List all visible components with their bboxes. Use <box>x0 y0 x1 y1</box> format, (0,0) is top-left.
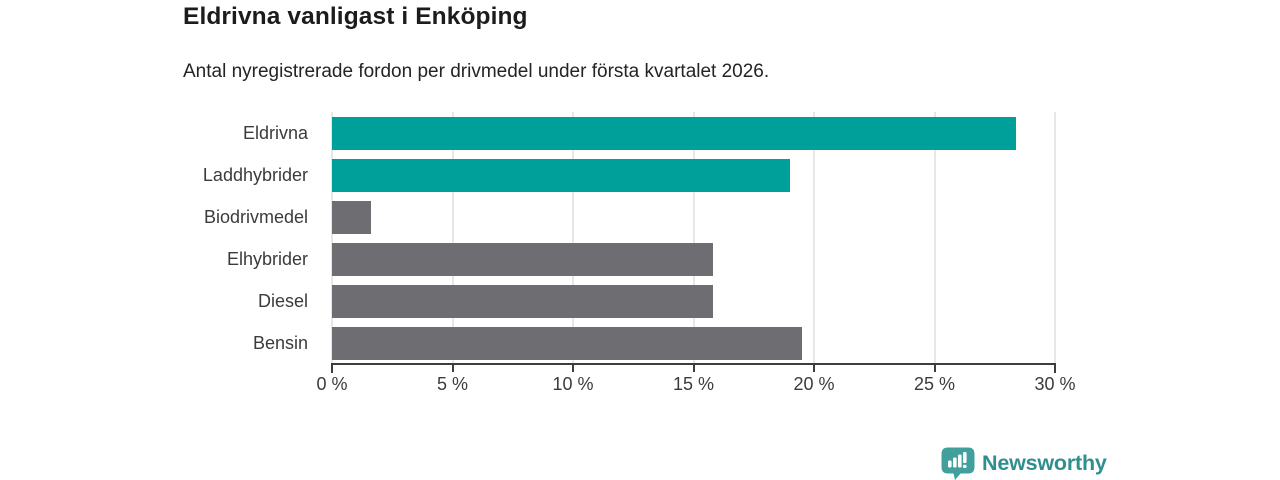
x-tick-label-25: 25 % <box>913 374 956 394</box>
x-axis-tick-10 <box>572 364 574 372</box>
x-tick-label-30: 30 % <box>1034 374 1076 394</box>
x-axis-tick-0 <box>331 363 333 373</box>
x-axis-tick-15 <box>692 364 695 372</box>
gridline-0 <box>331 112 333 364</box>
category-label-elhybrider: Elhybrider <box>226 249 308 269</box>
newsworthy-logo-icon <box>941 447 975 480</box>
x-axis-tick-25 <box>933 364 936 372</box>
category-axis: Eldrivna Laddhybrider Biodrivmedel Elhybrid… <box>0 112 320 364</box>
gridline-5 <box>451 112 454 364</box>
gridline-10 <box>572 112 574 364</box>
bar-biodrivmedel <box>332 200 371 234</box>
gridline-20 <box>813 112 815 364</box>
gridline-25 <box>933 112 936 364</box>
chart-subtitle: Antal nyregistrerade fordon per drivmede… <box>183 61 770 82</box>
x-tick-label-10: 10 % <box>552 374 594 394</box>
x-axis-tick-30 <box>1054 363 1056 373</box>
bar-laddhybrider <box>332 158 790 192</box>
x-tick-label-20: 20 % <box>793 374 835 394</box>
plot-area <box>331 112 1056 364</box>
bar-eldrivna <box>332 116 1017 150</box>
category-label-biodrivmedel: Biodrivmedel <box>203 207 308 227</box>
chart-title: Eldrivna vanligast i Enköping <box>183 3 528 30</box>
newsworthy-logo-text: Newsworthy <box>982 451 1107 475</box>
category-label-eldrivna: Eldrivna <box>242 123 308 143</box>
gridline-15 <box>692 112 695 364</box>
x-tick-label-15: 15 % <box>672 374 715 394</box>
x-axis-tick-5 <box>451 364 454 372</box>
category-label-laddhybrider: Laddhybrider <box>202 165 308 185</box>
gridline-30 <box>1054 112 1056 364</box>
bar-diesel <box>332 284 713 318</box>
x-axis-tick-20 <box>813 364 815 372</box>
newsworthy-logo-link[interactable]: Newsworthy <box>941 447 1107 480</box>
bar-elhybrider <box>332 242 713 276</box>
bar-bensin <box>332 326 802 360</box>
x-tick-label-0: 0 % <box>316 374 348 394</box>
category-label-bensin: Bensin <box>252 333 308 353</box>
x-tick-label-5: 5 % <box>436 374 469 394</box>
category-label-diesel: Diesel <box>257 291 308 311</box>
